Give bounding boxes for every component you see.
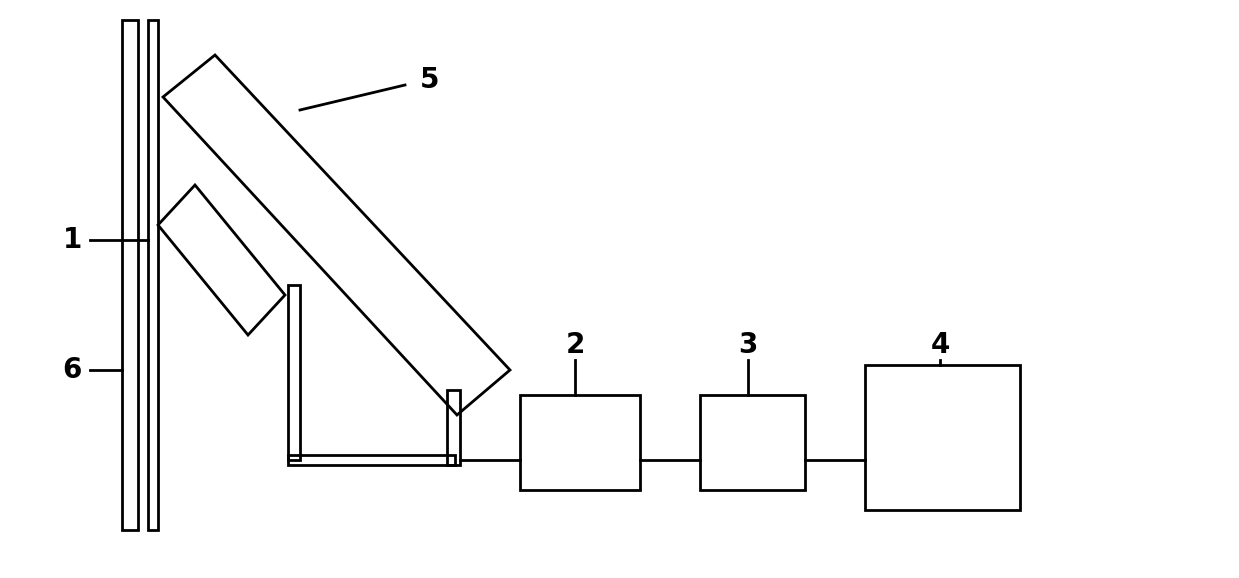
Bar <box>700 395 805 490</box>
Bar <box>865 365 1020 510</box>
Text: 6: 6 <box>62 356 82 384</box>
Text: 1: 1 <box>62 226 82 254</box>
Bar <box>287 285 300 460</box>
Bar <box>520 395 641 490</box>
Bar <box>287 455 455 465</box>
Bar <box>147 20 159 530</box>
Text: 4: 4 <box>930 331 949 359</box>
Bar <box>121 20 138 530</box>
Text: 5: 5 <box>420 66 440 94</box>
Text: 2: 2 <box>565 331 585 359</box>
Text: 3: 3 <box>738 331 758 359</box>
Bar <box>447 390 460 465</box>
